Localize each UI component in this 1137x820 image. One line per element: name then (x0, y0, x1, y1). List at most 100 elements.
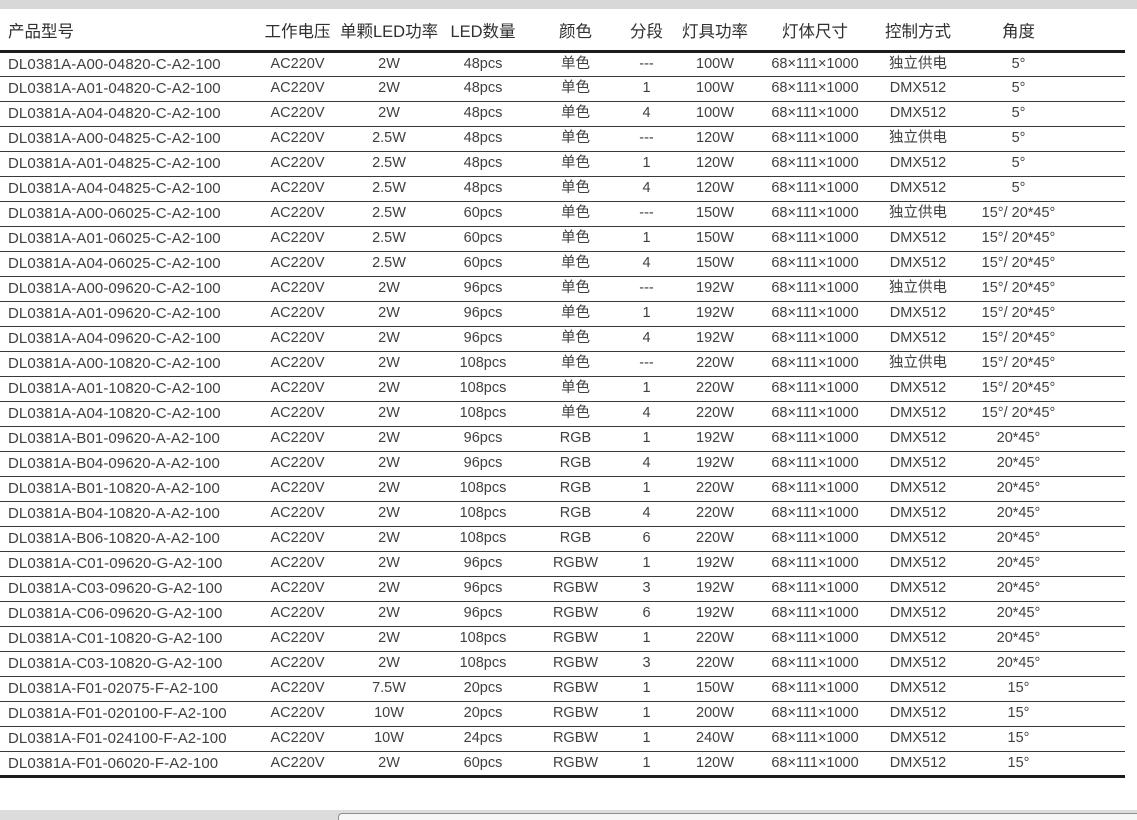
table-row: DL0381A-B01-09620-A-A2-100 AC220V 2W 96pcs R… (0, 426, 1125, 451)
cell-led_power: 2W (378, 505, 400, 522)
cell-led_qty: 48pcs (463, 130, 503, 147)
cell-angle: 20*45° (996, 655, 1041, 672)
cell-control: DMX512 (889, 530, 947, 547)
cell-angle: 5° (1011, 180, 1026, 197)
cell-led_power: 2W (378, 105, 400, 122)
cell-led_qty: 96pcs (463, 305, 503, 322)
cell-led_qty: 108pcs (459, 355, 507, 372)
cell-led_power: 2W (378, 630, 400, 647)
table-row: DL0381A-A04-04825-C-A2-100 AC220V 2.5W 48pc… (0, 176, 1125, 201)
cell-filler (1071, 176, 1125, 201)
cell-angle: 5° (1011, 80, 1026, 97)
cell-fixture_power: 150W (696, 205, 734, 222)
table-row: DL0381A-A04-09620-C-A2-100 AC220V 2W 96pcs 单… (0, 326, 1125, 351)
cell-fixture_power: 100W (696, 55, 734, 72)
table-row: DL0381A-A01-04820-C-A2-100 AC220V 2W 48pcs 单… (0, 76, 1125, 101)
cell-fixture_power: 120W (696, 754, 734, 771)
cell-fixture_power: 192W (696, 580, 734, 597)
cell-fixture_power: 220W (696, 505, 734, 522)
cell-segments: 1 (642, 155, 651, 172)
cell-color: RGB (559, 430, 592, 447)
cell-color: 单色 (561, 280, 590, 297)
table-row: DL0381A-F01-02075-F-A2-100 AC220V 7.5W 20pc… (0, 676, 1125, 701)
cell-color: RGBW (552, 680, 599, 697)
cell-led_power: 2W (378, 754, 400, 771)
top-divider-strip (0, 0, 1137, 9)
cell-size: 68×111×1000 (771, 355, 859, 372)
cell-size: 68×111×1000 (771, 480, 859, 497)
cell-filler (1071, 276, 1125, 301)
cell-model: DL0381A-F01-024100-F-A2-100 (8, 730, 227, 747)
cell-segments: 1 (642, 680, 651, 697)
cell-angle: 15°/ 20*45° (981, 330, 1056, 347)
cell-led_power: 2W (378, 380, 400, 397)
cell-control: DMX512 (889, 705, 947, 722)
cell-voltage: AC220V (270, 505, 325, 522)
table-row: DL0381A-C01-09620-G-A2-100 AC220V 2W 96pcs R… (0, 551, 1125, 576)
table-row: DL0381A-A01-09620-C-A2-100 AC220V 2W 96pcs 单… (0, 301, 1125, 326)
cell-model: DL0381A-A00-04820-C-A2-100 (8, 55, 221, 73)
cell-voltage: AC220V (270, 155, 325, 172)
table-row: DL0381A-B04-09620-A-A2-100 AC220V 2W 96pcs R… (0, 451, 1125, 476)
cell-model: DL0381A-A04-04820-C-A2-100 (8, 105, 221, 122)
cell-voltage: AC220V (270, 530, 325, 547)
table-row: DL0381A-A00-06025-C-A2-100 AC220V 2.5W 60pc… (0, 201, 1125, 226)
cell-led_power: 2W (378, 555, 400, 572)
cell-fixture_power: 220W (696, 655, 734, 672)
cell-led_power: 2.5W (372, 180, 406, 197)
cell-size: 68×111×1000 (771, 305, 859, 322)
cell-segments: 4 (642, 330, 651, 347)
table-row: DL0381A-B04-10820-A-A2-100 AC220V 2W 108pcs… (0, 501, 1125, 526)
cell-filler (1071, 701, 1125, 726)
cell-control: 独立供电 (889, 280, 947, 297)
cell-led_qty: 48pcs (463, 80, 503, 97)
cell-segments: 6 (642, 605, 651, 622)
cell-color: RGBW (552, 630, 599, 647)
cell-angle: 5° (1011, 155, 1026, 172)
cell-fixture_power: 220W (696, 480, 734, 497)
cell-voltage: AC220V (270, 655, 325, 672)
cell-filler (1071, 626, 1125, 651)
cell-model: DL0381A-A01-06025-C-A2-100 (8, 230, 221, 247)
cell-led_qty: 108pcs (459, 655, 507, 672)
cell-voltage: AC220V (270, 230, 325, 247)
cell-control: DMX512 (889, 230, 947, 247)
cell-control: DMX512 (889, 380, 947, 397)
cell-model: DL0381A-A00-09620-C-A2-100 (8, 280, 221, 297)
cell-fixture_power: 120W (696, 155, 734, 172)
cell-voltage: AC220V (270, 580, 325, 597)
cell-led_power: 2W (378, 405, 400, 422)
cell-color: 单色 (561, 380, 590, 397)
cell-segments: 1 (642, 705, 651, 722)
cell-filler (1071, 651, 1125, 676)
cell-filler (1071, 326, 1125, 351)
cell-led_qty: 96pcs (463, 330, 503, 347)
table-row: DL0381A-A01-10820-C-A2-100 AC220V 2W 108pcs… (0, 376, 1125, 401)
cell-led_power: 10W (374, 705, 404, 722)
cell-led_power: 2W (378, 305, 400, 322)
cell-color: RGBW (552, 580, 599, 597)
cell-model: DL0381A-B04-10820-A-A2-100 (8, 505, 220, 522)
cell-angle: 5° (1011, 55, 1026, 72)
cell-fixture_power: 120W (696, 130, 734, 147)
cell-voltage: AC220V (270, 355, 325, 372)
cell-model: DL0381A-F01-02075-F-A2-100 (8, 680, 219, 697)
cell-color: 单色 (561, 405, 590, 422)
cell-filler (1071, 151, 1125, 176)
cell-led_power: 2W (378, 655, 400, 672)
cell-filler (1071, 726, 1125, 751)
cell-led_power: 2W (378, 280, 400, 297)
cell-led_qty: 96pcs (463, 580, 503, 597)
cell-led_qty: 48pcs (463, 180, 503, 197)
cell-filler (1071, 476, 1125, 501)
cell-led_power: 2W (378, 330, 400, 347)
cell-voltage: AC220V (270, 754, 325, 771)
cell-angle: 15° (1007, 680, 1030, 697)
cell-angle: 20*45° (996, 530, 1041, 547)
cell-model: DL0381A-A04-09620-C-A2-100 (8, 330, 221, 347)
cell-led_qty: 20pcs (463, 705, 503, 722)
col-header-size: 灯体尺寸 (782, 22, 848, 41)
cell-size: 68×111×1000 (771, 55, 859, 72)
cell-fixture_power: 220W (696, 355, 734, 372)
cell-filler (1071, 251, 1125, 276)
